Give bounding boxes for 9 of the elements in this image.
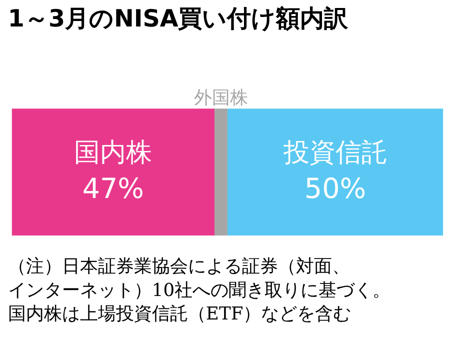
text: 国内株は上場投資信託（ETF）などを含む xyxy=(8,304,352,325)
data-label: 47% xyxy=(82,172,144,205)
chart-title: 1～3月のNISA買い付け額内訳 xyxy=(8,4,350,32)
text: インターネット）10社への聞き取りに基づく。 xyxy=(8,280,391,301)
text: （注）日本証券業協会による証券（対面、 xyxy=(8,256,350,278)
data-label: 50% xyxy=(304,172,366,205)
series-label: 投資信託 xyxy=(282,138,388,168)
series-label: 外国株 xyxy=(194,88,248,109)
series-label: 国内株 xyxy=(74,138,152,168)
